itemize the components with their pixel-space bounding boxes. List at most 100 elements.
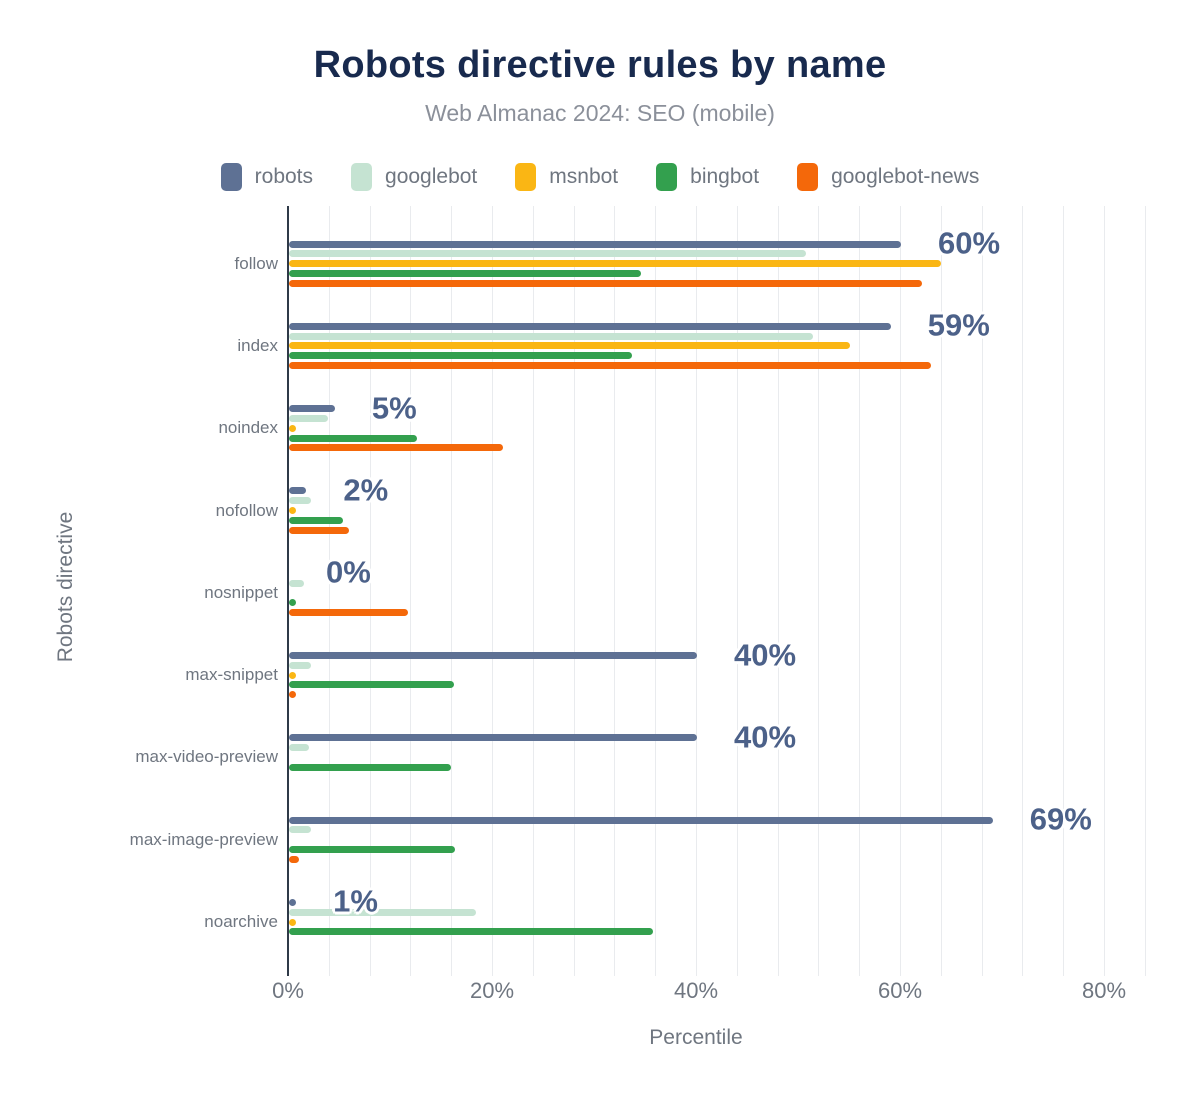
bar-googlebot-max-video-preview [289,744,310,752]
legend-item-robots: robots [220,163,314,191]
category-label-nosnippet: nosnippet [204,582,278,602]
category-label-follow: follow [234,253,278,273]
chart-subtitle: Web Almanac 2024: SEO (mobile) [425,100,775,126]
category-label-noindex: noindex [218,418,278,438]
value-label-nofollow: 2% [343,472,389,508]
gridline [655,206,657,976]
value-label-noarchive: 1% [333,883,378,919]
value-label-index: 59% [927,307,990,343]
legend-label: googlebot-news [831,165,980,188]
bar-googlebot-index [289,332,814,340]
gridline [451,206,453,976]
bar-robots-max-snippet [289,652,697,659]
x-axis-title: Percentile [649,1026,743,1049]
bar-bingbot-noarchive [289,928,654,936]
value-label-follow: 60% [938,225,1001,261]
legend-item-googlebot: googlebot [351,163,477,191]
category-label-nofollow: nofollow [215,500,278,520]
bar-googlebot-nofollow [289,497,312,505]
legend-item-msnbot: msnbot [515,163,618,191]
value-label-noindex: 5% [371,389,417,425]
x-tick-label: 0% [272,978,304,1003]
bar-googlebot-news-max-image-preview [289,855,300,863]
legend-swatch-bingbot [656,163,678,191]
legend-item-bingbot: bingbot [656,163,759,191]
bar-bingbot-nosnippet [289,599,296,607]
gridline [736,206,738,976]
bar-googlebot-max-image-preview [289,826,312,834]
category-label-index: index [237,335,278,355]
bar-robots-index [289,322,891,330]
value-label-max-video-preview: 40% [734,719,797,755]
bar-googlebot-max-snippet [289,661,312,669]
legend: robots googlebot msnbot bingbot googlebot-ne… [0,163,1200,191]
legend-swatch-googlebot [351,163,373,191]
bar-googlebot-noindex [289,414,328,422]
bar-msnbot-noindex [289,424,296,432]
category-label-max-video-preview: max-video-preview [135,747,278,767]
bar-robots-max-image-preview [289,816,993,824]
gridline [859,206,861,976]
bar-googlebot-news-max-snippet [289,691,296,699]
bar-bingbot-index [289,352,632,360]
value-label-max-snippet: 40% [734,636,797,672]
gridline [940,206,942,976]
x-tick-label: 60% [877,978,923,1003]
gridline [818,206,820,976]
bar-robots-max-video-preview [289,734,697,742]
chart-title: Robots directive rules by name [313,44,887,86]
gridline [1022,206,1024,976]
x-tick-label: 20% [469,978,515,1003]
category-label-max-image-preview: max-image-preview [129,829,278,849]
zero-axis-line [287,206,289,976]
category-label-noarchive: noarchive [204,912,278,931]
bar-robots-follow [289,240,901,248]
category-label-max-snippet: max-snippet [185,665,278,685]
bar-robots-noarchive [289,898,297,906]
gridline [369,206,371,976]
bar-bingbot-max-snippet [289,681,455,689]
legend-label: bingbot [690,165,760,188]
gridline [492,206,493,976]
bar-googlebot-news-noindex [289,444,504,452]
bar-googlebot-nosnippet [289,579,305,587]
bar-msnbot-follow [289,260,941,268]
bar-msnbot-max-snippet [289,671,296,679]
bar-bingbot-noindex [289,434,417,442]
legend-swatch-msnbot [515,163,537,191]
gridline [900,206,901,976]
legend-swatch-googlebot-news [797,163,819,191]
bar-bingbot-max-video-preview [289,763,452,771]
gridline [328,206,330,976]
legend-label: msnbot [549,165,619,188]
gridline [1063,206,1065,976]
y-axis-title: Robots directive [54,511,77,663]
gridline [614,206,616,976]
bar-bingbot-max-image-preview [289,846,456,853]
gridline [532,206,534,976]
bar-bingbot-nofollow [289,516,344,524]
bar-googlebot-news-index [289,362,931,369]
gridline [981,206,983,976]
gridline [573,206,575,976]
x-tick-label: 80% [1081,978,1127,1003]
bar-robots-noindex [289,405,335,413]
legend-swatch-robots [220,163,242,191]
legend-label: googlebot [385,165,478,188]
x-tick-label: 40% [673,978,719,1003]
bar-googlebot-noarchive [289,908,476,916]
value-label-nosnippet: 0% [326,554,371,590]
gridline [1104,206,1105,976]
bar-msnbot-nofollow [289,507,296,514]
bar-msnbot-noarchive [289,918,296,926]
value-label-max-image-preview: 69% [1029,801,1092,837]
bar-robots-nofollow [289,487,307,495]
bar-googlebot-news-nofollow [289,526,350,534]
bar-googlebot-news-follow [289,279,923,287]
bar-msnbot-index [289,342,850,350]
gridline [1144,206,1146,976]
legend-label: robots [254,165,314,188]
bar-bingbot-follow [289,269,641,277]
gridline [777,206,779,976]
